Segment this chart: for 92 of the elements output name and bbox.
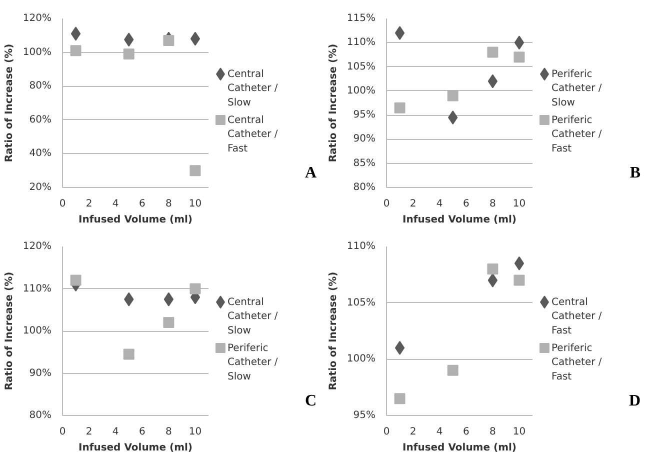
y-axis-title: Ratio of Increase (%) — [328, 44, 339, 162]
point — [190, 32, 200, 46]
point — [514, 256, 524, 270]
y-tick-label: 60% — [29, 114, 52, 126]
y-tick-label: 85% — [353, 158, 376, 169]
x-tick-label: 4 — [436, 426, 443, 438]
point — [70, 26, 81, 41]
text: A — [304, 164, 317, 182]
x-tick-label: 0 — [59, 198, 66, 210]
y-tick-label: 120% — [22, 241, 52, 252]
x-tick-label: 2 — [86, 426, 92, 438]
point — [394, 340, 405, 355]
y-axis-title: Ratio of Increase (%) — [4, 44, 15, 162]
point — [394, 26, 405, 40]
text: B — [630, 164, 641, 182]
y-tick-label: 105% — [346, 61, 376, 72]
point — [447, 364, 458, 376]
text: D — [628, 392, 641, 410]
x-tick-label: 10 — [512, 426, 526, 438]
legend-label: Periferic Catheter / Slow — [228, 342, 278, 382]
x-tick-label: 8 — [490, 426, 496, 438]
y-tick-label: 110% — [22, 283, 52, 294]
y-tick-label: 100% — [346, 85, 376, 96]
x-axis-title: Infused Volume (ml) — [402, 442, 516, 454]
y-tick-label: 95% — [353, 110, 376, 121]
point — [514, 274, 525, 286]
x-tick-label: 6 — [138, 426, 146, 438]
y-tick-label: 80% — [29, 80, 52, 92]
y-tick-label: 100% — [22, 46, 52, 58]
y-tick-label: 100% — [346, 354, 376, 365]
x-tick-label: 6 — [462, 198, 470, 210]
x-tick-label: 0 — [59, 426, 66, 438]
legend-label: Central Catheter / Fast — [552, 296, 602, 337]
x-tick-label: 0 — [383, 198, 390, 210]
y-tick-label: 115% — [346, 13, 376, 24]
x-tick-label: 2 — [410, 426, 416, 438]
point — [190, 283, 201, 294]
x-tick-label: 10 — [188, 198, 202, 210]
point — [190, 165, 201, 176]
x-axis-title: Infused Volume (ml) — [78, 442, 192, 454]
x-tick-label: 4 — [112, 426, 119, 438]
text: C — [304, 392, 317, 410]
x-tick-label: 6 — [138, 198, 146, 210]
point — [487, 264, 498, 275]
y-tick-label: 95% — [353, 410, 376, 421]
x-tick-label: 8 — [166, 426, 172, 438]
x-tick-label: 8 — [166, 198, 172, 210]
x-tick-label: 8 — [490, 198, 496, 210]
point — [447, 90, 458, 102]
point — [164, 292, 174, 306]
x-tick-label: 0 — [383, 426, 390, 438]
point — [123, 348, 134, 360]
y-tick-label: 110% — [346, 37, 376, 48]
x-tick-label: 10 — [512, 198, 526, 210]
legend-label: Periferic Catheter / Fast — [552, 114, 602, 154]
legend-label: Central Catheter / Slow — [228, 296, 278, 337]
x-tick-label: 2 — [410, 198, 416, 210]
point — [70, 274, 82, 286]
point — [488, 273, 498, 288]
y-tick-label: 20% — [29, 182, 52, 193]
y-tick-label: 80% — [29, 410, 52, 421]
point — [394, 102, 406, 114]
y-tick-label: 105% — [346, 297, 376, 308]
x-axis-title: Infused Volume (ml) — [78, 214, 192, 226]
point — [487, 46, 498, 58]
legend-label: Central Catheter / Slow — [228, 68, 278, 109]
x-tick-label: 10 — [188, 426, 202, 438]
y-tick-label: 100% — [22, 326, 52, 336]
x-tick-label: 6 — [462, 426, 470, 438]
point — [163, 34, 174, 46]
y-axis-title: Ratio of Increase (%) — [4, 272, 15, 390]
x-axis-title: Infused Volume (ml) — [402, 214, 516, 226]
point — [70, 45, 82, 56]
point — [123, 48, 134, 60]
point — [488, 74, 498, 88]
y-tick-label: 90% — [29, 368, 52, 379]
legend-label: Periferic Catheter / Slow — [552, 68, 602, 109]
y-tick-label: 40% — [29, 148, 52, 160]
y-tick-label: 110% — [346, 241, 376, 252]
x-tick-label: 4 — [436, 198, 443, 210]
point — [163, 317, 174, 328]
point — [514, 36, 524, 50]
legend-label: Periferic Catheter / Fast — [552, 342, 602, 382]
point — [514, 52, 525, 63]
y-tick-label: 90% — [353, 134, 376, 145]
y-tick-label: 80% — [353, 182, 376, 193]
x-tick-label: 2 — [86, 198, 92, 210]
point — [394, 393, 406, 404]
y-tick-label: 120% — [22, 13, 52, 24]
legend-label: Central Catheter / Fast — [228, 114, 278, 154]
x-tick-label: 4 — [112, 198, 119, 210]
y-axis-title: Ratio of Increase (%) — [328, 272, 339, 390]
